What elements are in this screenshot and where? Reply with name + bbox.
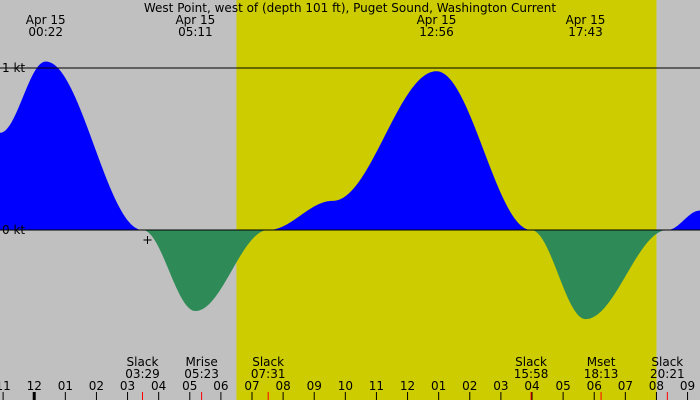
hour-label-8: 07 — [244, 379, 259, 393]
event-name-4: Mset — [587, 355, 616, 369]
hour-label-6: 05 — [182, 379, 197, 393]
hour-label-19: 06 — [587, 379, 602, 393]
hour-label-11: 10 — [338, 379, 353, 393]
hour-label-21: 08 — [649, 379, 664, 393]
current-areas — [0, 61, 700, 320]
peak-date-0: Apr 15 — [26, 13, 66, 27]
event-time-5: 20:21 — [650, 367, 685, 381]
peak-date-1: Apr 15 — [175, 13, 215, 27]
event-name-3: Slack — [515, 355, 547, 369]
event-time-2: 07:31 — [251, 367, 286, 381]
event-time-4: 18:13 — [584, 367, 619, 381]
event-name-2: Slack — [252, 355, 284, 369]
ebb-area-3 — [532, 230, 667, 320]
hour-label-3: 02 — [89, 379, 104, 393]
peak-date-3: Apr 15 — [566, 13, 606, 27]
y-tick-label-0: 1 kt — [2, 61, 25, 75]
hour-label-14: 01 — [431, 379, 446, 393]
event-time-1: 05:23 — [184, 367, 219, 381]
hour-label-12: 11 — [369, 379, 384, 393]
peak-time-1: 05:11 — [178, 25, 213, 39]
hour-label-16: 03 — [493, 379, 508, 393]
event-name-5: Slack — [651, 355, 683, 369]
labels: 11 12 01 02 03 04 05 06 07 08 09 10 11 12 01 02 03 04 05 06… — [0, 13, 695, 400]
event-time-3: 15:58 — [514, 367, 549, 381]
hour-label-9: 08 — [275, 379, 290, 393]
event-name-0: Slack — [127, 355, 159, 369]
hour-label-2: 01 — [58, 379, 73, 393]
ebb-area-1 — [143, 230, 268, 311]
peak-date-2: Apr 15 — [417, 13, 457, 27]
chart-title: West Point, west of (depth 101 ft), Puge… — [144, 1, 557, 15]
axes: 1 kt 0 kt — [0, 61, 700, 237]
flood-area-0 — [0, 61, 142, 230]
hour-label-4: 03 — [120, 379, 135, 393]
hour-label-17: 04 — [524, 379, 539, 393]
hour-label-10: 09 — [307, 379, 322, 393]
hour-label-13: 12 — [400, 379, 415, 393]
hour-label-18: 05 — [555, 379, 570, 393]
hour-label-22: 09 — [680, 379, 695, 393]
event-time-0: 03:29 — [125, 367, 160, 381]
event-name-1: Mrise — [185, 355, 217, 369]
hour-label-5: 04 — [151, 379, 166, 393]
flood-area-4 — [668, 210, 700, 230]
peak-time-2: 12:56 — [419, 25, 454, 39]
hour-label-1: 12 — [27, 379, 42, 393]
hour-label-7: 06 — [213, 379, 228, 393]
peak-time-0: 00:22 — [28, 25, 63, 39]
peak-time-3: 17:43 — [568, 25, 603, 39]
hour-label-0: 11 — [0, 379, 11, 393]
y-tick-label-1: 0 kt — [2, 223, 25, 237]
hour-label-20: 07 — [618, 379, 633, 393]
flood-area-2 — [269, 71, 531, 230]
hour-label-15: 02 — [462, 379, 477, 393]
